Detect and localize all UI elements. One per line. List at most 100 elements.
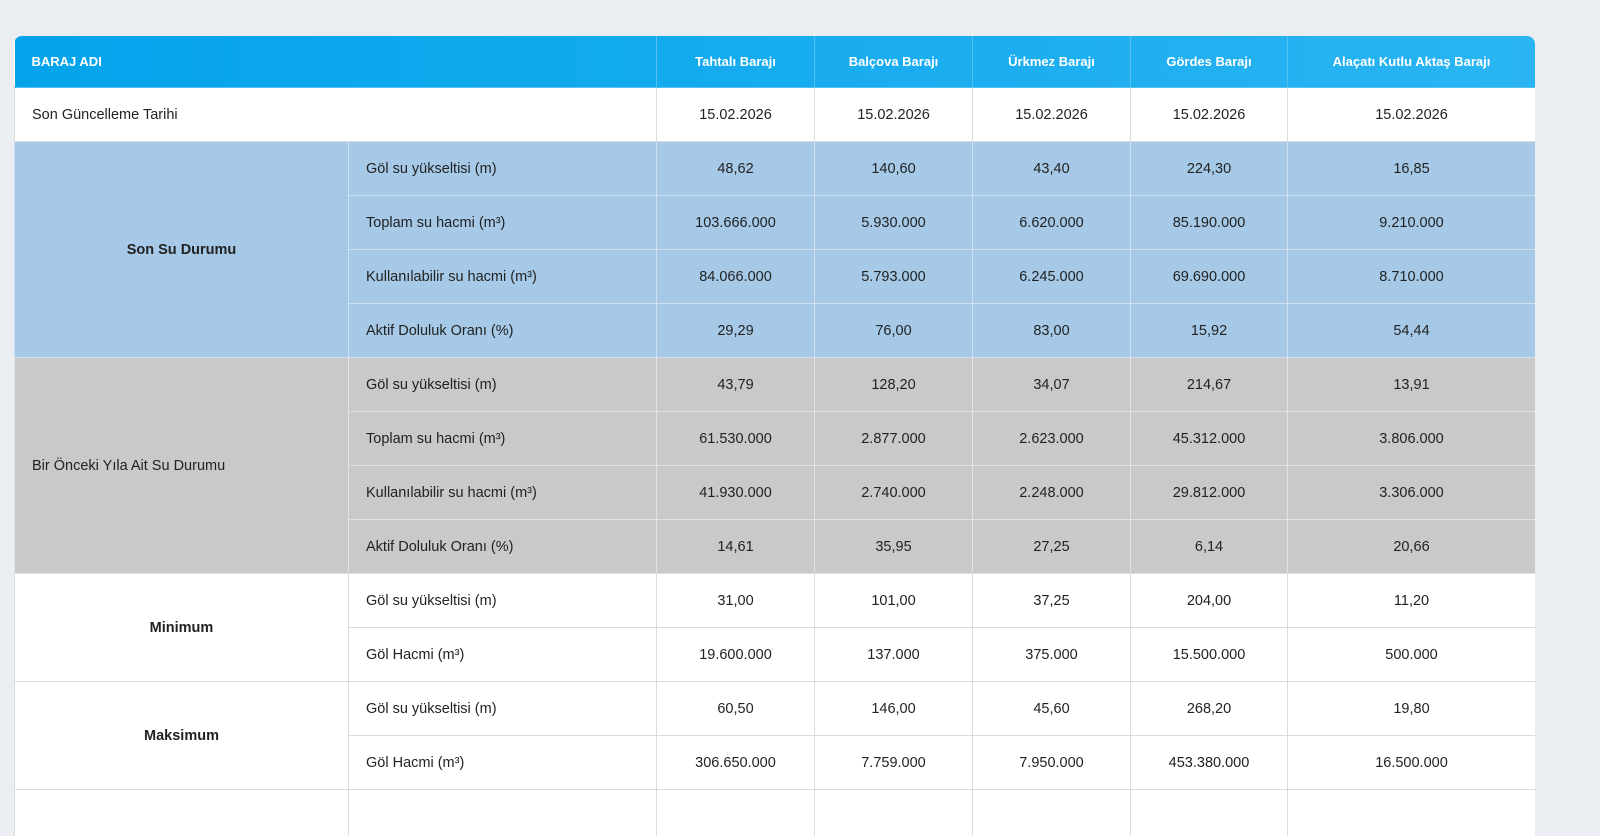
metric-value: 6,14 [1131, 520, 1288, 574]
metric-value: 16,85 [1288, 142, 1536, 196]
metric-value: 11,20 [1288, 574, 1536, 628]
metric-label: Göl su yükseltisi (m) [349, 574, 657, 628]
metric-value: 48,62 [657, 142, 815, 196]
metric-value: 37,25 [973, 574, 1131, 628]
metric-value: 453.380.000 [1131, 736, 1288, 790]
metric-value: 45,60 [973, 682, 1131, 736]
update-date-value: 15.02.2026 [973, 88, 1131, 142]
metric-value: 3.806.000 [1288, 412, 1536, 466]
metric-value: 54,44 [1288, 304, 1536, 358]
metric-value: 15,92 [1131, 304, 1288, 358]
metric-value: 7.950.000 [973, 736, 1131, 790]
metric-value: 43,40 [973, 142, 1131, 196]
metric-value: 60,50 [657, 682, 815, 736]
metric-value: 85.190.000 [1131, 196, 1288, 250]
update-date-label: Son Güncelleme Tarihi [15, 88, 657, 142]
metric-value: 9.210.000 [1288, 196, 1536, 250]
group-label: Minimum [15, 574, 349, 682]
group-label: Son Su Durumu [15, 142, 349, 358]
metric-label: Göl su yükseltisi (m) [349, 358, 657, 412]
empty-cell [657, 790, 815, 836]
metric-label: Göl su yükseltisi (m) [349, 682, 657, 736]
metric-value: 140,60 [815, 142, 973, 196]
metric-value: 29.812.000 [1131, 466, 1288, 520]
metric-value: 7.759.000 [815, 736, 973, 790]
update-date-value: 15.02.2026 [657, 88, 815, 142]
metric-value: 2.740.000 [815, 466, 973, 520]
metric-value: 306.650.000 [657, 736, 815, 790]
metric-value: 2.623.000 [973, 412, 1131, 466]
metric-value: 19.600.000 [657, 628, 815, 682]
metric-value: 3.306.000 [1288, 466, 1536, 520]
empty-cell [349, 790, 657, 836]
update-date-value: 15.02.2026 [1131, 88, 1288, 142]
metric-value: 128,20 [815, 358, 973, 412]
metric-value: 13,91 [1288, 358, 1536, 412]
metric-value: 500.000 [1288, 628, 1536, 682]
metric-value: 6.620.000 [973, 196, 1131, 250]
metric-value: 34,07 [973, 358, 1131, 412]
metric-value: 69.690.000 [1131, 250, 1288, 304]
metric-value: 5.793.000 [815, 250, 973, 304]
metric-label: Kullanılabilir su hacmi (m³) [349, 250, 657, 304]
empty-cell [1288, 790, 1536, 836]
metric-value: 103.666.000 [657, 196, 815, 250]
metric-value: 83,00 [973, 304, 1131, 358]
metric-label: Aktif Doluluk Oranı (%) [349, 304, 657, 358]
metric-value: 204,00 [1131, 574, 1288, 628]
metric-value: 19,80 [1288, 682, 1536, 736]
header-dam-0: Tahtalı Barajı [657, 36, 815, 88]
metric-label: Toplam su hacmi (m³) [349, 412, 657, 466]
metric-value: 43,79 [657, 358, 815, 412]
header-dam-4: Alaçatı Kutlu Aktaş Barajı [1288, 36, 1536, 88]
metric-label: Göl Hacmi (m³) [349, 736, 657, 790]
empty-cell [15, 790, 349, 836]
metric-label: Kullanılabilir su hacmi (m³) [349, 466, 657, 520]
group-label: Maksimum [15, 682, 349, 790]
metric-value: 15.500.000 [1131, 628, 1288, 682]
metric-value: 101,00 [815, 574, 973, 628]
metric-value: 16.500.000 [1288, 736, 1536, 790]
metric-value: 375.000 [973, 628, 1131, 682]
metric-value: 61.530.000 [657, 412, 815, 466]
header-dam-1: Balçova Barajı [815, 36, 973, 88]
metric-value: 45.312.000 [1131, 412, 1288, 466]
metric-value: 29,29 [657, 304, 815, 358]
metric-label: Aktif Doluluk Oranı (%) [349, 520, 657, 574]
metric-value: 2.877.000 [815, 412, 973, 466]
table-row [15, 790, 1536, 836]
metric-value: 31,00 [657, 574, 815, 628]
metric-value: 2.248.000 [973, 466, 1131, 520]
metric-value: 5.930.000 [815, 196, 973, 250]
metric-value: 76,00 [815, 304, 973, 358]
metric-value: 35,95 [815, 520, 973, 574]
metric-value: 27,25 [973, 520, 1131, 574]
empty-cell [815, 790, 973, 836]
metric-value: 8.710.000 [1288, 250, 1536, 304]
metric-label: Göl su yükseltisi (m) [349, 142, 657, 196]
group-label: Bir Önceki Yıla Ait Su Durumu [15, 358, 349, 574]
metric-value: 14,61 [657, 520, 815, 574]
header-dam-name: BARAJ ADI [15, 36, 657, 88]
metric-label: Toplam su hacmi (m³) [349, 196, 657, 250]
empty-cell [1131, 790, 1288, 836]
update-date-value: 15.02.2026 [815, 88, 973, 142]
metric-value: 214,67 [1131, 358, 1288, 412]
metric-value: 137.000 [815, 628, 973, 682]
header-dam-3: Gördes Barajı [1131, 36, 1288, 88]
header-dam-2: Ürkmez Barajı [973, 36, 1131, 88]
update-date-value: 15.02.2026 [1288, 88, 1536, 142]
metric-value: 41.930.000 [657, 466, 815, 520]
empty-cell [973, 790, 1131, 836]
metric-value: 20,66 [1288, 520, 1536, 574]
metric-value: 224,30 [1131, 142, 1288, 196]
metric-value: 6.245.000 [973, 250, 1131, 304]
metric-value: 84.066.000 [657, 250, 815, 304]
